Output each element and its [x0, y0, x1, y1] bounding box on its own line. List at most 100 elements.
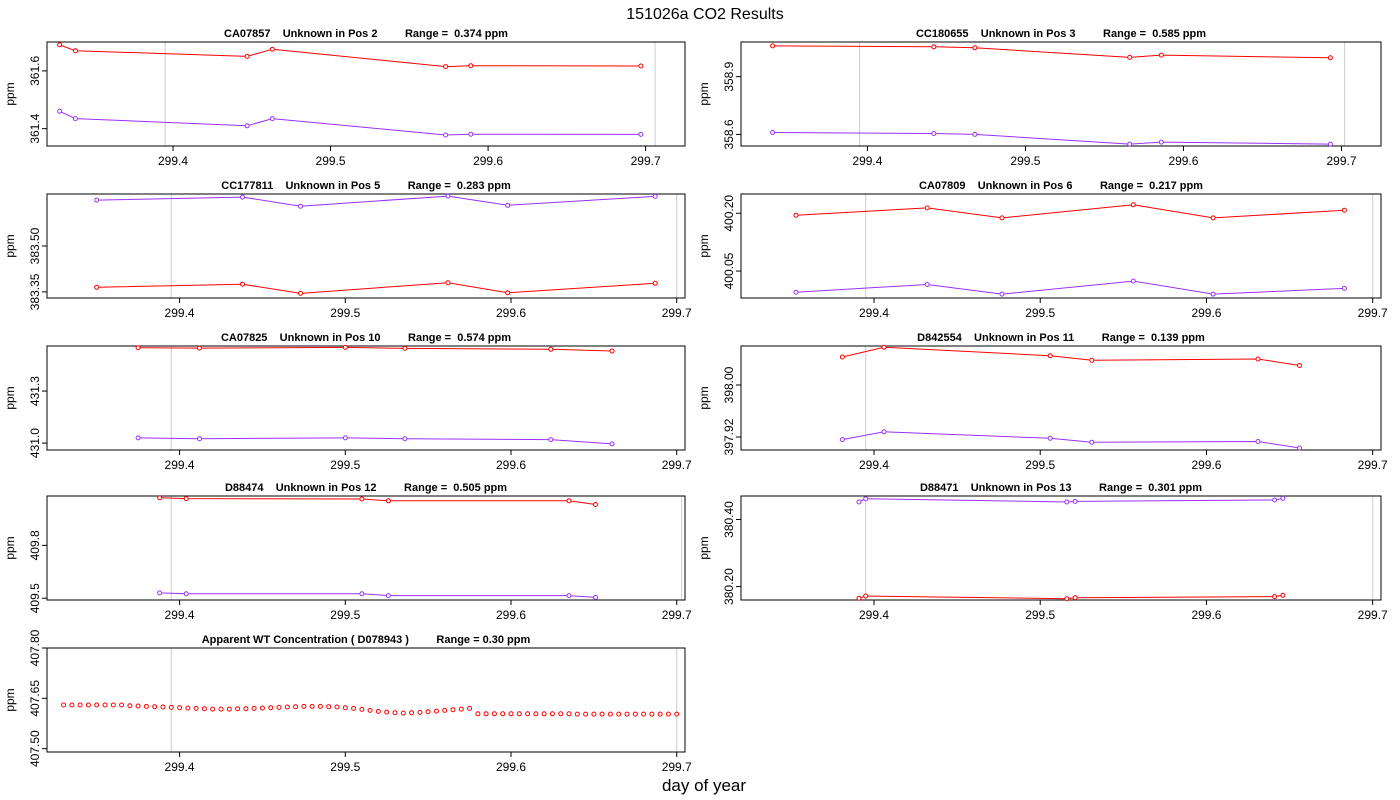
- data-point: [135, 435, 141, 441]
- data-point: [57, 108, 63, 114]
- data-point: [483, 711, 489, 717]
- y-tick-label: 407.65: [28, 680, 42, 717]
- data-point: [240, 194, 245, 200]
- panel-title: Apparent WT Concentration ( D078943 ) Ra…: [202, 634, 531, 646]
- data-point: [1089, 357, 1095, 363]
- data-point: [269, 46, 275, 52]
- data-point: [183, 591, 189, 597]
- data-point: [94, 702, 100, 708]
- y-tick-label: 397.92: [722, 418, 736, 455]
- series-line-purple: [772, 132, 1331, 145]
- data-point: [57, 42, 63, 48]
- data-point: [177, 705, 183, 711]
- panel-title: D88474 Unknown in Pos 12 Range = 0.505 p…: [225, 482, 507, 494]
- data-point: [1064, 596, 1070, 602]
- data-point: [160, 704, 166, 710]
- data-point: [193, 705, 199, 711]
- data-point: [863, 496, 869, 502]
- x-tick-label: 299.4: [165, 760, 195, 774]
- x-tick-label: 299.5: [316, 154, 346, 168]
- data-point: [599, 711, 605, 717]
- plot-frame: [740, 495, 1382, 601]
- data-point: [999, 291, 1005, 297]
- data-point: [276, 704, 282, 710]
- y-tick-label: 407.80: [28, 629, 42, 666]
- data-point: [793, 212, 799, 218]
- data-point: [652, 193, 658, 199]
- data-point: [69, 702, 75, 708]
- x-tick-label: 299.6: [1191, 306, 1221, 320]
- x-tick-label: 299.6: [496, 458, 526, 472]
- data-point: [972, 45, 978, 51]
- data-point: [468, 131, 474, 137]
- data-point: [400, 710, 406, 716]
- panel-title: CA07809 Unknown in Pos 6 Range = 0.217 p…: [919, 180, 1203, 192]
- data-point: [157, 495, 163, 501]
- data-point: [268, 705, 274, 711]
- data-point: [1255, 356, 1261, 362]
- y-tick-label: 409.8: [28, 530, 42, 560]
- data-point: [491, 711, 497, 717]
- data-point: [607, 711, 613, 717]
- panel-8: D88471 Unknown in Pos 13 Range = 0.301 p…: [697, 482, 1388, 622]
- panel-1: CA07857 Unknown in Pos 2 Range = 0.374 p…: [3, 28, 686, 168]
- x-tick-label: 299.7: [1358, 458, 1388, 472]
- plot-frame: [46, 345, 686, 451]
- x-tick-label: 299.5: [330, 608, 360, 622]
- data-point: [1341, 207, 1347, 213]
- data-point: [402, 345, 408, 351]
- data-point: [566, 498, 572, 504]
- x-tick-label: 299.7: [1358, 608, 1388, 622]
- data-point: [226, 706, 232, 712]
- series-line-purple: [842, 431, 1300, 449]
- series-line-purple: [795, 280, 1345, 295]
- data-point: [385, 593, 391, 599]
- data-point: [240, 281, 245, 287]
- data-point: [593, 594, 598, 600]
- x-tick-label: 299.5: [330, 458, 360, 472]
- data-point: [508, 711, 514, 717]
- y-axis-label: ppm: [3, 536, 17, 559]
- data-point: [468, 63, 474, 69]
- data-point: [443, 64, 449, 70]
- series-line-red: [138, 346, 613, 352]
- x-tick-label: 299.7: [662, 760, 692, 774]
- data-point: [342, 705, 348, 711]
- panel-3: CC177811 Unknown in Pos 5 Range = 0.283 …: [3, 180, 692, 320]
- data-point: [549, 711, 555, 717]
- data-point: [505, 202, 511, 208]
- data-point: [85, 702, 91, 708]
- y-tick-label: 431.0: [28, 428, 42, 458]
- x-tick-label: 299.7: [631, 154, 661, 168]
- data-point: [392, 710, 398, 716]
- data-point: [94, 197, 100, 203]
- data-point: [533, 711, 539, 717]
- x-tick-label: 299.4: [165, 458, 195, 472]
- x-tick-label: 299.6: [473, 154, 503, 168]
- y-tick-label: 407.50: [28, 730, 42, 767]
- data-point: [269, 116, 275, 122]
- data-point: [243, 706, 249, 712]
- data-point: [1089, 439, 1095, 445]
- data-point: [793, 289, 799, 295]
- data-point: [566, 593, 572, 599]
- data-point: [197, 345, 202, 351]
- data-point: [516, 711, 522, 717]
- data-point: [1280, 495, 1286, 501]
- data-point: [301, 703, 307, 709]
- data-point: [433, 708, 439, 714]
- x-tick-label: 299.7: [662, 306, 692, 320]
- data-point: [500, 711, 506, 717]
- data-point: [1072, 595, 1078, 601]
- data-point: [157, 590, 163, 596]
- data-point: [924, 205, 930, 211]
- data-point: [1210, 291, 1216, 297]
- x-tick-label: 299.4: [165, 608, 195, 622]
- y-axis-label: ppm: [697, 536, 711, 559]
- data-point: [863, 593, 869, 599]
- y-tick-label: 383.35: [28, 273, 42, 310]
- data-point: [244, 53, 250, 59]
- data-point: [235, 706, 241, 712]
- data-point: [475, 711, 481, 717]
- x-tick-label: 299.4: [158, 154, 188, 168]
